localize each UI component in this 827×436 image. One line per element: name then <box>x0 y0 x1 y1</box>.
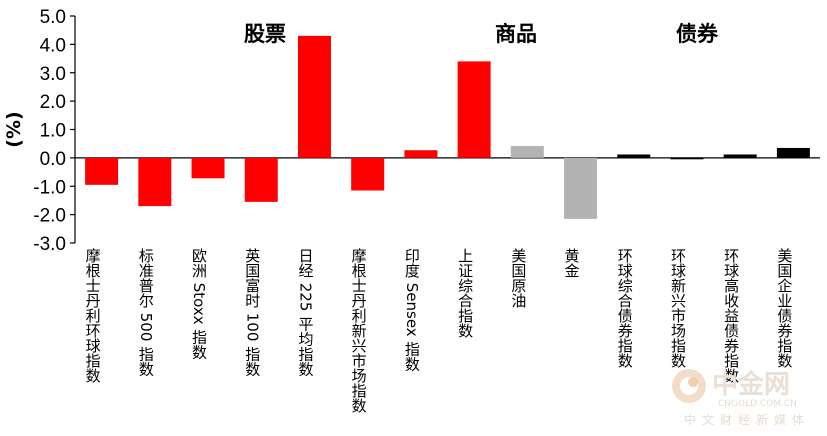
category-label: 印度 Sensex 指数 <box>403 248 421 372</box>
category-label: 黄金 <box>563 248 581 278</box>
category-label: 上证综合指数 <box>456 248 474 338</box>
watermark: 中金网 CNGOLD.COM.CN 中文财经新媒体 <box>672 369 810 427</box>
section-label: 商品 <box>495 22 537 46</box>
y-tick-label: 4.0 <box>40 35 66 56</box>
category-label: 美国企业债券指数 <box>775 248 793 368</box>
category-labels: 摩根士丹利环球指数 标准普尔 500 指数 欧洲 Stoxx 指数 英国富时 100 … <box>84 247 794 413</box>
section-label: 股票 <box>244 22 286 46</box>
bar <box>617 154 651 158</box>
bar <box>297 35 331 158</box>
category-label: 环球综合债券指数 <box>616 248 634 368</box>
category-label: 环球新兴市场指数 <box>669 248 687 368</box>
y-tick-label: 1.0 <box>40 121 66 142</box>
y-axis-title: (%) <box>3 111 25 147</box>
category-label: 日经 225 平均指数 <box>296 248 314 376</box>
y-tick-label: -1.0 <box>33 177 66 198</box>
category-label: 美国原油 <box>509 248 527 308</box>
section-label: 债券 <box>676 22 719 46</box>
bar <box>85 157 119 185</box>
y-axis: 5.0 4.0 3.0 2.0 1.0 0.0 -1.0 -2.0 -3.0 (%) <box>3 7 820 255</box>
watermark-name: 中金网 <box>712 369 790 400</box>
section-labels: 股票 商品 债券 <box>244 22 719 46</box>
category-label: 环球高收益债券指数 <box>722 248 740 383</box>
bar <box>670 157 704 160</box>
bar <box>564 157 598 219</box>
y-tick-label: 2.0 <box>40 92 66 113</box>
bar <box>138 157 172 207</box>
category-label: 摩根士丹利环球指数 <box>84 247 102 383</box>
y-tick-label: -2.0 <box>33 206 66 227</box>
bars <box>85 35 810 219</box>
y-tick-label: 5.0 <box>40 7 66 28</box>
watermark-url: CNGOLD.COM.CN <box>718 399 797 409</box>
watermark-logo-icon <box>672 369 706 403</box>
bar <box>510 145 544 158</box>
bar <box>723 154 757 158</box>
bar <box>244 157 278 202</box>
category-label: 欧洲 Stoxx 指数 <box>190 248 208 360</box>
y-tick-label: 3.0 <box>40 64 66 85</box>
y-tick-label: 0.0 <box>40 149 66 170</box>
bar <box>351 157 385 191</box>
y-tick-label: -3.0 <box>33 234 66 255</box>
category-label: 摩根士丹利新兴市场指数 <box>350 247 368 413</box>
category-label: 标准普尔 500 指数 <box>137 248 155 376</box>
watermark-tagline: 中文财经新媒体 <box>684 412 810 427</box>
bar <box>457 61 491 158</box>
bar <box>776 147 810 158</box>
category-label: 英国富时 100 指数 <box>243 247 261 376</box>
bar <box>404 150 438 158</box>
bar <box>191 157 225 179</box>
